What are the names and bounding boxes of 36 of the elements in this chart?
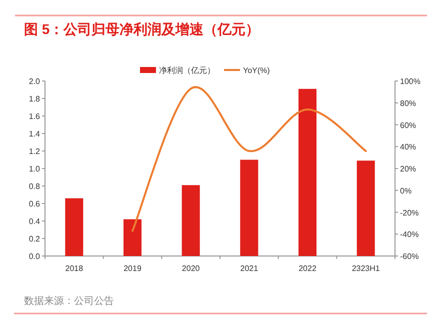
y2-tick-label: 60% <box>400 120 416 130</box>
x-tick-label: 2018 <box>65 264 84 273</box>
source-note: 数据来源：公司公告 <box>24 295 114 307</box>
y-tick-label: 0.6 <box>28 200 41 208</box>
y2-tick-label: -40% <box>400 230 419 240</box>
bar <box>356 160 375 256</box>
y-tick-label: 1.4 <box>28 130 41 138</box>
chart-title: 图 5：公司归母净利润及增速（亿元） <box>24 21 260 37</box>
y-tick-label: 1.8 <box>28 94 41 104</box>
x-tick-label: 2021 <box>240 264 259 273</box>
x-tick-label: 2020 <box>182 264 200 273</box>
y-tick-label: 1.6 <box>28 112 41 121</box>
y2-tick-label: 40% <box>400 142 416 152</box>
y2-tick-label: 100% <box>400 77 420 86</box>
y-tick-label: 2.0 <box>28 77 41 86</box>
x-tick-label: 2323H1 <box>352 264 380 273</box>
y2-tick-label: 80% <box>400 98 416 108</box>
y2-tick-label: 20% <box>400 164 416 174</box>
legend-label: YoY(%) <box>243 66 270 75</box>
y-tick-label: 1.0 <box>28 164 41 174</box>
bar <box>124 219 142 256</box>
y2-tick-label: -20% <box>400 208 419 218</box>
y-tick-label: 1.2 <box>28 147 41 156</box>
y2-tick-label: 0% <box>400 186 412 196</box>
x-tick-label: 2019 <box>124 264 142 273</box>
y-tick-label: 0.0 <box>28 252 41 261</box>
y-tick-label: 0.2 <box>28 234 41 244</box>
x-tick-label: 2022 <box>298 264 317 273</box>
y-tick-label: 0.8 <box>28 182 41 191</box>
bar <box>65 198 84 256</box>
legend-label: 净利润（亿元） <box>159 66 215 75</box>
bar <box>240 160 258 256</box>
bar <box>298 88 316 256</box>
bar <box>182 185 200 256</box>
y2-tick-label: -60% <box>400 252 419 261</box>
y-tick-label: 0.4 <box>28 217 41 226</box>
